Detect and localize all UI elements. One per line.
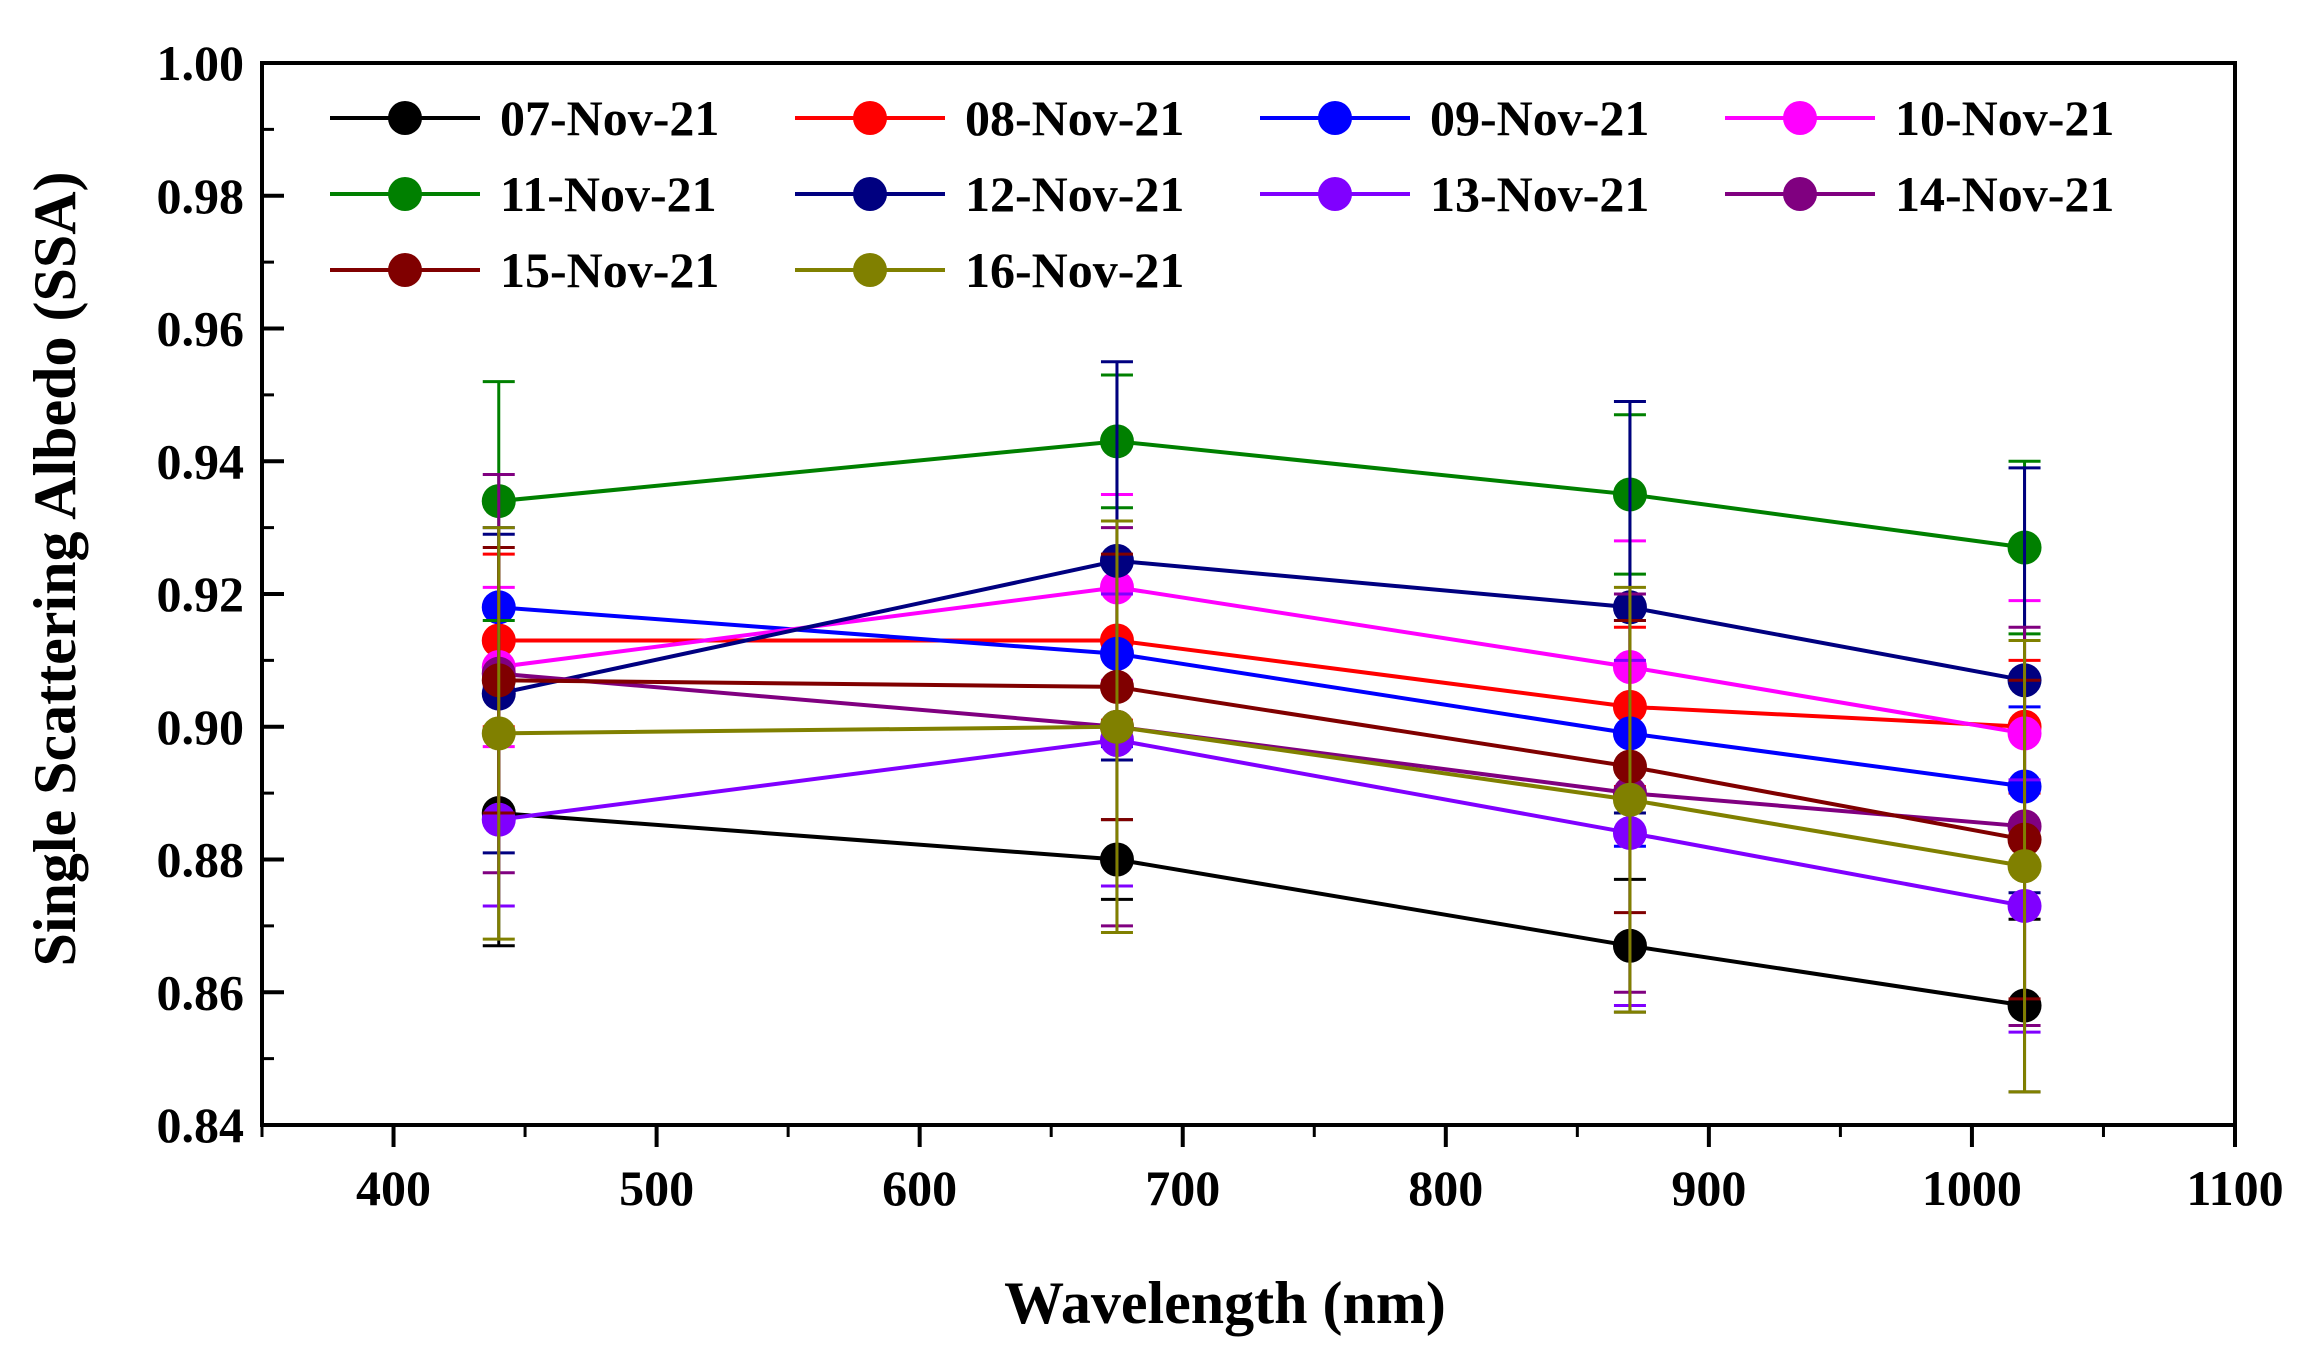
y-tick-label: 0.88	[157, 832, 245, 888]
legend-item-12-Nov-21: 12-Nov-21	[795, 166, 1184, 222]
legend-item-08-Nov-21: 08-Nov-21	[795, 90, 1184, 146]
series-16-Nov-21	[481, 519, 2042, 1094]
x-tick-label: 900	[1671, 1160, 1746, 1216]
legend-label: 10-Nov-21	[1895, 90, 2114, 146]
legend-marker	[388, 177, 422, 211]
legend-item-10-Nov-21: 10-Nov-21	[1725, 90, 2114, 146]
x-tick-label: 500	[619, 1160, 694, 1216]
series-line	[498, 558, 2025, 696]
y-tick-label: 0.84	[157, 1097, 245, 1153]
legend-marker	[853, 101, 887, 135]
legend-label: 12-Nov-21	[965, 166, 1184, 222]
x-tick-label: 600	[882, 1160, 957, 1216]
y-axis-title: Single Scattering Albedo (SSA)	[22, 171, 88, 966]
legend-item-15-Nov-21: 15-Nov-21	[330, 242, 719, 298]
series-line	[498, 671, 2025, 829]
legend-marker	[1783, 177, 1817, 211]
legend-marker	[853, 253, 887, 287]
legend-label: 07-Nov-21	[500, 90, 719, 146]
series-line	[498, 439, 2025, 550]
data-point	[1612, 782, 1647, 817]
legend-item-16-Nov-21: 16-Nov-21	[795, 242, 1184, 298]
series-line	[498, 678, 2025, 842]
x-tick-label: 1100	[2186, 1160, 2283, 1216]
y-tick-label: 0.90	[157, 699, 245, 755]
y-tick-label: 0.98	[157, 168, 245, 224]
x-tick-label: 800	[1408, 1160, 1483, 1216]
series-line	[498, 724, 2025, 869]
legend-label: 16-Nov-21	[965, 242, 1184, 298]
legend-marker	[1318, 101, 1352, 135]
legend-label: 11-Nov-21	[500, 166, 717, 222]
data-point	[1099, 709, 1134, 744]
series-line	[498, 738, 2025, 908]
x-tick-label: 1000	[1922, 1160, 2022, 1216]
legend-item-13-Nov-21: 13-Nov-21	[1260, 166, 1649, 222]
legend-marker	[1783, 101, 1817, 135]
legend-marker	[388, 101, 422, 135]
series-line	[498, 638, 2025, 729]
legend-item-14-Nov-21: 14-Nov-21	[1725, 166, 2114, 222]
x-axis-title: Wavelength (nm)	[1004, 1270, 1446, 1336]
legend-label: 14-Nov-21	[1895, 166, 2114, 222]
y-tick-label: 1.00	[157, 35, 245, 91]
series-line	[498, 605, 2025, 789]
x-tick-label: 400	[356, 1160, 431, 1216]
series-layer	[481, 360, 2042, 1094]
x-tick-label: 700	[1145, 1160, 1220, 1216]
legend-item-11-Nov-21: 11-Nov-21	[330, 166, 717, 222]
legend-marker	[853, 177, 887, 211]
series-line	[498, 811, 2025, 1008]
y-tick-label: 0.94	[157, 433, 245, 489]
legend-label: 13-Nov-21	[1430, 166, 1649, 222]
legend-marker	[388, 253, 422, 287]
legend: 07-Nov-21 08-Nov-21 09-Nov-21 10-Nov-21 11-N…	[330, 90, 2114, 298]
legend-item-09-Nov-21: 09-Nov-21	[1260, 90, 1649, 146]
legend-label: 15-Nov-21	[500, 242, 719, 298]
y-tick-label: 0.92	[157, 566, 245, 622]
y-tick-label: 0.86	[157, 964, 245, 1020]
legend-label: 08-Nov-21	[965, 90, 1184, 146]
legend-label: 09-Nov-21	[1430, 90, 1649, 146]
data-point	[2007, 849, 2042, 884]
legend-item-07-Nov-21: 07-Nov-21	[330, 90, 719, 146]
axes-layer: 0.84 0.86 0.88 0.90 0.92 0.94 0.96 0.98 1.00 400 5…	[157, 35, 2284, 1216]
data-point	[481, 716, 516, 751]
y-tick-label: 0.96	[157, 301, 245, 357]
legend-marker	[1318, 177, 1352, 211]
